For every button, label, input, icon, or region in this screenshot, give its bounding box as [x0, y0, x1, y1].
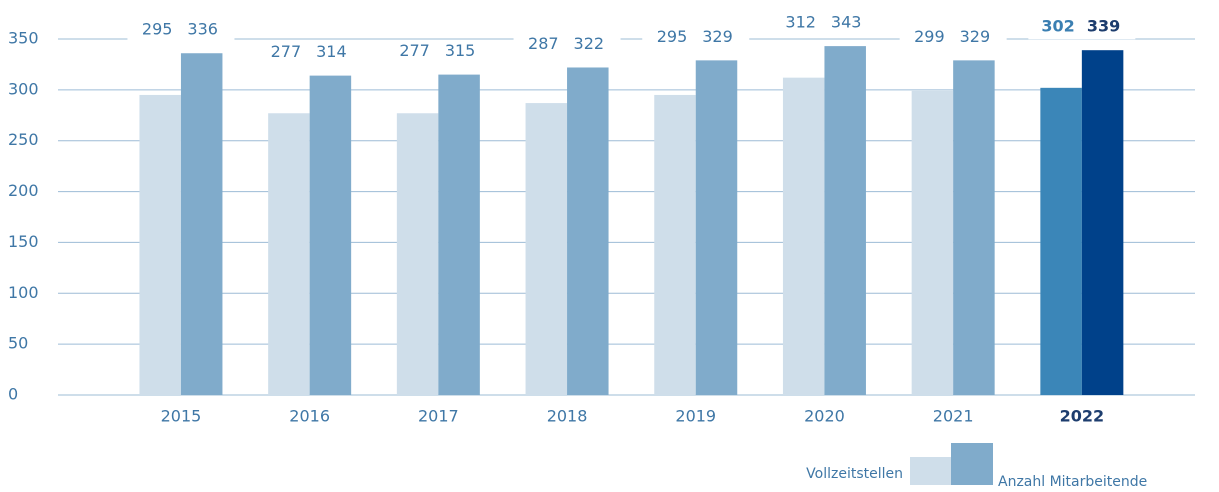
bar: [567, 67, 609, 395]
x-tick-label: 2018: [547, 407, 588, 426]
label-background: [384, 39, 492, 64]
legend-label: Anzahl Mitarbeitende: [998, 474, 1147, 490]
value-label: 312: [785, 13, 816, 32]
x-tick-label: 2016: [289, 407, 330, 426]
y-tick-label: 100: [8, 283, 39, 302]
y-tick-label: 350: [8, 29, 39, 48]
label-background: [513, 32, 621, 57]
value-label: 295: [657, 27, 688, 46]
value-label: 287: [528, 34, 559, 53]
x-tick-label: 2020: [804, 407, 845, 426]
bar: [824, 46, 866, 396]
labels: 0 50 100 150 200 250 300 350 2015 295 336 2016 277 31…: [8, 11, 1147, 490]
label-background: [770, 11, 878, 36]
value-label: 339: [1087, 17, 1120, 36]
bar: [654, 94, 696, 395]
bar: [695, 60, 738, 396]
value-label: 336: [187, 20, 218, 39]
bar: [525, 103, 568, 395]
x-tick-label: 2022: [1060, 407, 1105, 426]
value-label: 329: [702, 27, 733, 46]
bar: [911, 90, 954, 396]
bar: [309, 75, 352, 396]
value-label: 277: [271, 42, 302, 61]
legend-label: Vollzeitstellen: [806, 466, 903, 482]
x-tick-label: 2019: [675, 407, 716, 426]
y-tick-label: 50: [8, 334, 28, 353]
legend-swatch: [910, 457, 951, 485]
bar: [1081, 50, 1124, 396]
bar: [180, 53, 223, 396]
bar: [782, 77, 825, 395]
grid: [58, 38, 1195, 396]
value-label: 315: [445, 41, 476, 60]
value-label: 322: [574, 34, 605, 53]
value-label: 277: [399, 41, 430, 60]
legend-swatch: [951, 443, 993, 485]
label-background: [1028, 15, 1136, 40]
label-background: [642, 25, 750, 50]
bars: [139, 46, 1124, 396]
label-background: [127, 18, 235, 43]
bar: [438, 74, 480, 395]
bar: [953, 60, 995, 396]
bar: [396, 113, 439, 395]
label-background: [899, 25, 1007, 50]
x-tick-label: 2017: [418, 407, 459, 426]
value-label: 295: [142, 20, 173, 39]
y-tick-label: 150: [8, 232, 39, 251]
value-label: 343: [831, 13, 862, 32]
y-tick-label: 0: [8, 385, 18, 404]
value-label: 302: [1041, 17, 1074, 36]
value-label: 329: [960, 27, 991, 46]
y-tick-label: 300: [8, 79, 39, 98]
y-tick-label: 250: [8, 130, 39, 149]
y-tick-label: 200: [8, 181, 39, 200]
x-tick-label: 2021: [933, 407, 974, 426]
bar: [268, 113, 310, 395]
value-label: 314: [316, 42, 347, 61]
value-label: 299: [914, 27, 945, 46]
label-background: [256, 40, 364, 65]
bar: [1040, 87, 1082, 395]
x-tick-label: 2015: [161, 407, 202, 426]
bar: [139, 94, 181, 395]
